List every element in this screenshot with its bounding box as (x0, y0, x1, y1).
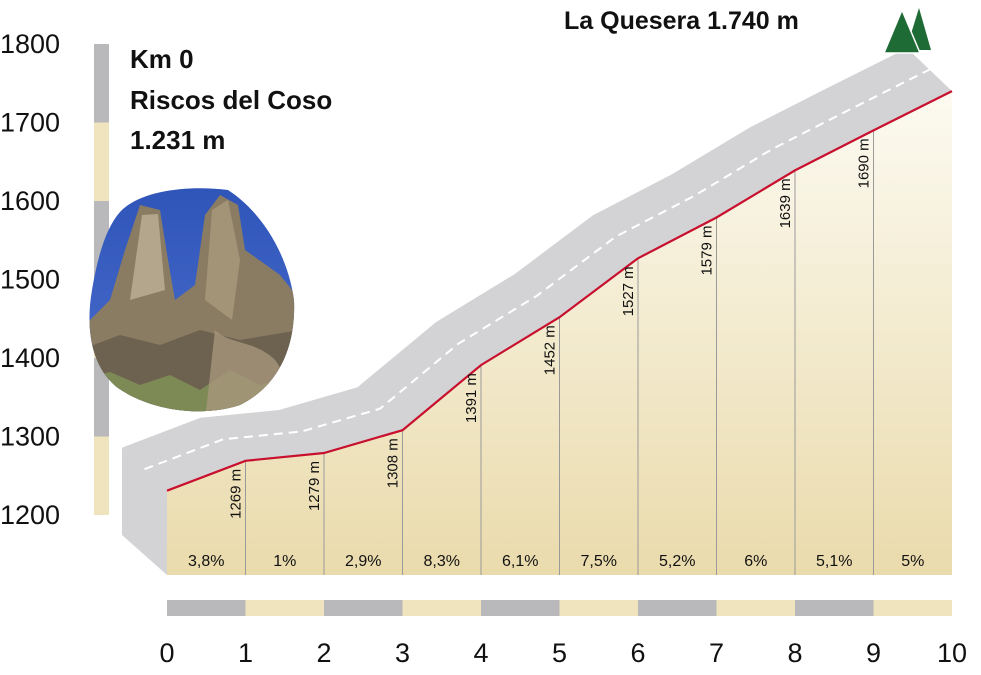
y-axis-ticks: 1200 1300 1400 1500 1600 1700 1800 (0, 29, 60, 530)
gradient-label: 3,8% (188, 553, 224, 570)
x-tick-label: 4 (473, 638, 488, 668)
elevation-label: 1639 m (777, 178, 794, 228)
elevation-label: 1452 m (542, 325, 559, 375)
y-tick-label: 1800 (0, 29, 60, 59)
x-scale-segment (795, 600, 874, 616)
start-label-place: Riscos del Coso (130, 85, 332, 115)
x-scale-segment (324, 600, 403, 616)
gradient-label: 5% (901, 553, 924, 570)
elevation-label: 1308 m (385, 438, 402, 488)
x-scale-segment (167, 600, 246, 616)
gradient-label: 6% (744, 553, 767, 570)
x-tick-label: 2 (316, 638, 331, 668)
x-tick-label: 1 (238, 638, 253, 668)
road-band-side (122, 447, 167, 575)
gradient-label: 7,5% (581, 553, 617, 570)
y-scale-segment (94, 44, 109, 123)
gradient-label: 1% (273, 553, 296, 570)
elevation-label: 1579 m (699, 225, 716, 275)
gradient-label: 5,2% (659, 553, 695, 570)
x-scale-segment (638, 600, 717, 616)
y-tick-label: 1500 (0, 265, 60, 295)
y-scale-segment (94, 358, 109, 437)
x-tick-label: 7 (709, 638, 724, 668)
gradient-label: 8,3% (424, 553, 460, 570)
x-tick-label: 6 (630, 638, 645, 668)
x-tick-label: 8 (787, 638, 802, 668)
y-tick-label: 1200 (0, 500, 60, 530)
elevation-label: 1391 m (463, 373, 480, 423)
elevation-label: 1527 m (620, 266, 637, 316)
gradient-label: 5,1% (816, 553, 852, 570)
summit-label: La Quesera 1.740 m (564, 7, 799, 35)
x-scale-bar (167, 600, 952, 616)
gradient-label: 6,1% (502, 553, 538, 570)
elevation-line (166, 90, 953, 492)
x-tick-label: 10 (937, 638, 967, 668)
elevation-label: 1269 m (228, 469, 245, 519)
start-label-km: Km 0 (130, 44, 194, 74)
x-scale-segment (716, 600, 795, 616)
gradient-label: 2,9% (345, 553, 381, 570)
x-tick-label: 0 (159, 638, 174, 668)
x-axis-ticks: 0 1 2 3 4 5 6 7 8 9 10 (159, 638, 967, 668)
x-tick-label: 3 (395, 638, 410, 668)
start-label-elevation: 1.231 m (130, 125, 225, 155)
x-scale-segment (402, 600, 481, 616)
x-scale-segment (873, 600, 952, 616)
x-scale-segment (559, 600, 638, 616)
y-scale-segment (94, 436, 109, 515)
y-tick-label: 1600 (0, 186, 60, 216)
x-scale-segment (481, 600, 560, 616)
elevation-label: 1279 m (306, 461, 323, 511)
y-tick-label: 1300 (0, 422, 60, 452)
y-tick-label: 1400 (0, 343, 60, 373)
profile-area: 1269 m 1279 m 1308 m 1391 m 1452 m 1527 m 1579… (122, 48, 953, 575)
x-scale-segment (245, 600, 324, 616)
road-center-line (144, 68, 930, 471)
road-band (122, 48, 952, 491)
y-scale-segment (94, 122, 109, 201)
mountain-peak-icon (882, 8, 931, 54)
rock-formation-photo (89, 188, 295, 412)
elevation-label: 1690 m (856, 138, 873, 188)
x-tick-label: 9 (866, 638, 881, 668)
y-tick-label: 1700 (0, 108, 60, 138)
x-tick-label: 5 (552, 638, 567, 668)
